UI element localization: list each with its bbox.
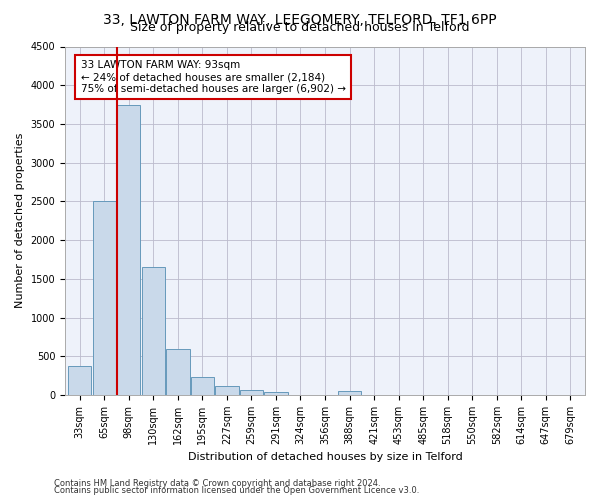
Text: Contains HM Land Registry data © Crown copyright and database right 2024.: Contains HM Land Registry data © Crown c… [54,478,380,488]
Bar [92,202,116,395]
X-axis label: Distribution of detached houses by size in Telford: Distribution of detached houses by size … [188,452,463,462]
Text: 33 LAWTON FARM WAY: 93sqm
← 24% of detached houses are smaller (2,184)
75% of se: 33 LAWTON FARM WAY: 93sqm ← 24% of detac… [80,60,346,94]
Bar [191,377,214,395]
Text: Contains public sector information licensed under the Open Government Licence v3: Contains public sector information licen… [54,486,419,495]
Bar [142,267,165,395]
Bar [117,104,140,395]
Bar [215,386,239,395]
Bar [166,350,190,395]
Bar [265,392,287,395]
Bar [240,390,263,395]
Bar [338,390,361,395]
Text: 33, LAWTON FARM WAY, LEEGOMERY, TELFORD, TF1 6PP: 33, LAWTON FARM WAY, LEEGOMERY, TELFORD,… [103,12,497,26]
Bar [68,366,91,395]
Text: Size of property relative to detached houses in Telford: Size of property relative to detached ho… [130,22,470,35]
Y-axis label: Number of detached properties: Number of detached properties [15,133,25,308]
